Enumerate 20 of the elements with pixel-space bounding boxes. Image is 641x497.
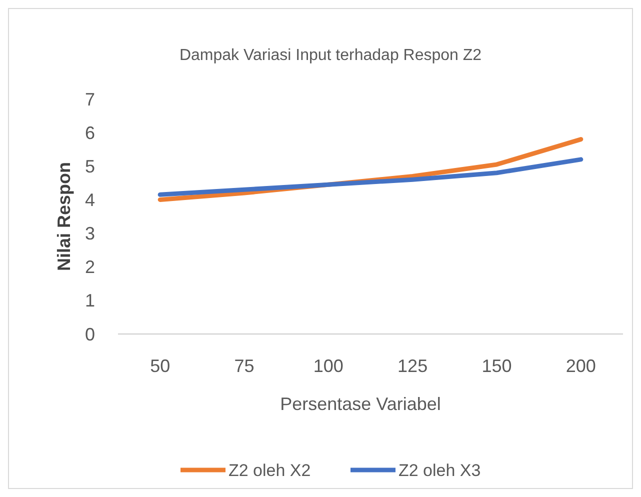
y-tick-label: 0	[84, 324, 96, 344]
y-tick-label: 5	[84, 156, 96, 176]
y-axis-title: Nilai Respon	[54, 162, 74, 272]
x-tick-label: 75	[234, 356, 254, 376]
x-tick-label: 125	[398, 356, 428, 376]
legend-label: Z2 oleh X3	[398, 460, 481, 480]
legend-label: Z2 oleh X2	[228, 460, 311, 480]
x-tick-label: 50	[150, 356, 170, 376]
x-tick-label: 200	[566, 356, 596, 376]
y-tick-label: 6	[84, 122, 96, 143]
chart-title: Dampak Variasi Input terhadap Respon Z2	[179, 47, 482, 64]
y-tick-label: 2	[84, 257, 96, 278]
x-tick-label: 150	[482, 356, 512, 376]
x-axis-title: Persentase Variabel	[280, 394, 441, 414]
x-tick-label: 100	[313, 356, 344, 376]
y-tick-label: 3	[84, 224, 96, 244]
line-series	[158, 157, 584, 197]
y-tick-label: 7	[84, 89, 96, 110]
y-tick-label: 1	[84, 290, 96, 311]
y-tick-label: 4	[84, 190, 96, 210]
